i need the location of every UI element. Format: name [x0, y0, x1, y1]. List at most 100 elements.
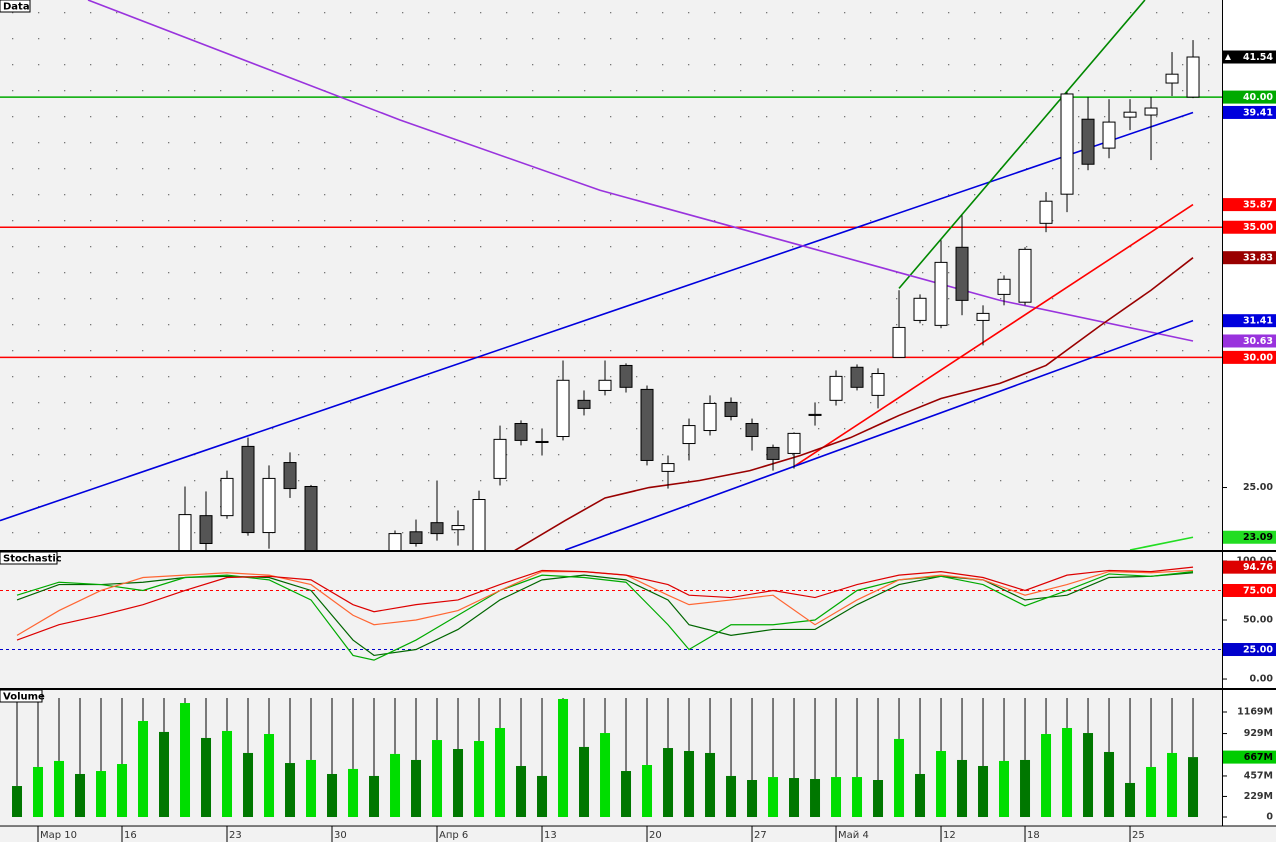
- trend-line: [0, 111, 1194, 522]
- volume-bar: [1188, 757, 1199, 818]
- value-label: 667M: [1244, 752, 1273, 763]
- volume-bar: [348, 768, 359, 818]
- panel-title-box: [0, 551, 58, 565]
- candle-body: [514, 422, 528, 441]
- y-tick-label: 929M: [1244, 728, 1273, 739]
- value-label: 35.87: [1243, 200, 1273, 211]
- y-tick-label: 0.00: [1250, 674, 1274, 685]
- x-tick-label: 16: [124, 830, 137, 841]
- x-tick-label: 23: [229, 830, 242, 841]
- volume-bar: [159, 731, 170, 818]
- volume-bar: [684, 750, 695, 818]
- stochastic-line: [16, 572, 1194, 657]
- panel-title: Stochastic: [3, 554, 62, 565]
- candle-body: [871, 373, 885, 396]
- volume-bar: [999, 760, 1010, 818]
- volume-bar: [915, 773, 926, 818]
- volume-bar: [306, 759, 317, 818]
- volume-bar: [1167, 752, 1178, 818]
- x-tick-label: 18: [1027, 830, 1040, 841]
- value-label: 23.09: [1243, 532, 1273, 543]
- value-label: 31.41: [1243, 316, 1273, 327]
- candle-body: [934, 261, 948, 326]
- x-tick-label: 27: [754, 830, 767, 841]
- volume-bar: [537, 775, 548, 818]
- trend-line: [564, 319, 1194, 550]
- plot-area: [12, 698, 1199, 818]
- value-label: 33.83: [1243, 253, 1273, 264]
- value-label-box: [1223, 105, 1276, 119]
- last-marker: [1225, 54, 1231, 61]
- stochastic-line: [16, 571, 1194, 661]
- y-tick-label: 25.00: [1243, 482, 1273, 493]
- y-tick-label: 50.00: [1243, 615, 1273, 626]
- volume-bar: [201, 737, 212, 818]
- candle-body: [577, 399, 591, 409]
- value-label: 41.54: [1243, 52, 1273, 63]
- candle-body: [409, 531, 423, 544]
- value-label: 25.00: [1243, 645, 1273, 656]
- candle-body: [262, 477, 276, 534]
- volume-bar: [327, 773, 338, 818]
- candle-body: [472, 499, 486, 550]
- volume-bar: [579, 746, 590, 818]
- x-tick-label: 13: [544, 830, 557, 841]
- volume-bar: [243, 752, 254, 818]
- candle-body: [1081, 118, 1095, 165]
- volume-bar: [957, 759, 968, 818]
- volume-bar: [705, 752, 716, 818]
- volume-bar: [264, 734, 275, 818]
- candle-body: [388, 533, 402, 550]
- value-label: 30.00: [1243, 352, 1273, 363]
- volume-bar: [1104, 751, 1115, 818]
- volume-bar: [75, 773, 86, 818]
- volume-bar: [558, 698, 569, 818]
- volume-bar: [180, 703, 191, 818]
- candle-body: [808, 413, 822, 416]
- candle-body: [598, 379, 612, 391]
- candle-body: [1060, 93, 1074, 195]
- y-tick-label: 0: [1266, 812, 1273, 823]
- plot-area: [0, 566, 1222, 661]
- volume-bar: [54, 760, 65, 818]
- candle-body: [430, 522, 444, 535]
- value-label-box: [1223, 530, 1276, 544]
- volume-bar: [1020, 759, 1031, 818]
- volume-bar: [936, 750, 947, 818]
- stochastic-panel: [0, 552, 1222, 688]
- x-tick-label: 30: [334, 830, 347, 841]
- trend-line: [514, 257, 1194, 550]
- candle-body: [178, 514, 192, 550]
- value-label-box: [1223, 251, 1276, 265]
- value-label: 75.00: [1243, 585, 1273, 596]
- volume-bar: [852, 777, 863, 818]
- value-label-box: [1223, 750, 1276, 764]
- volume-bar: [411, 759, 422, 818]
- candle-body: [682, 425, 696, 445]
- value-label: 30.63: [1243, 336, 1273, 347]
- volume-bar: [768, 777, 779, 818]
- volume-bar: [33, 766, 44, 818]
- x-tick-label: 25: [1132, 830, 1145, 841]
- volume-bar: [663, 748, 674, 818]
- volume-bar: [1062, 727, 1073, 818]
- candle-body: [556, 379, 570, 438]
- y-tick-label: 457M: [1244, 770, 1273, 781]
- candle-body: [451, 525, 465, 531]
- candle-body: [304, 485, 318, 550]
- value-label: 39.41: [1243, 107, 1273, 118]
- x-tick-label: Апр 6: [439, 830, 468, 841]
- candle-body: [1123, 111, 1137, 118]
- volume-bar: [495, 727, 506, 818]
- candle-body: [703, 402, 717, 432]
- candle-body: [850, 366, 864, 388]
- volume-bar: [222, 730, 233, 818]
- volume-bar: [12, 786, 23, 818]
- volume-bar: [621, 771, 632, 818]
- value-label-box: [1223, 90, 1276, 104]
- candle-body: [241, 445, 255, 534]
- value-label-box: [1223, 643, 1276, 657]
- trend-line: [87, 0, 1194, 342]
- panel-title-box: [0, 689, 43, 703]
